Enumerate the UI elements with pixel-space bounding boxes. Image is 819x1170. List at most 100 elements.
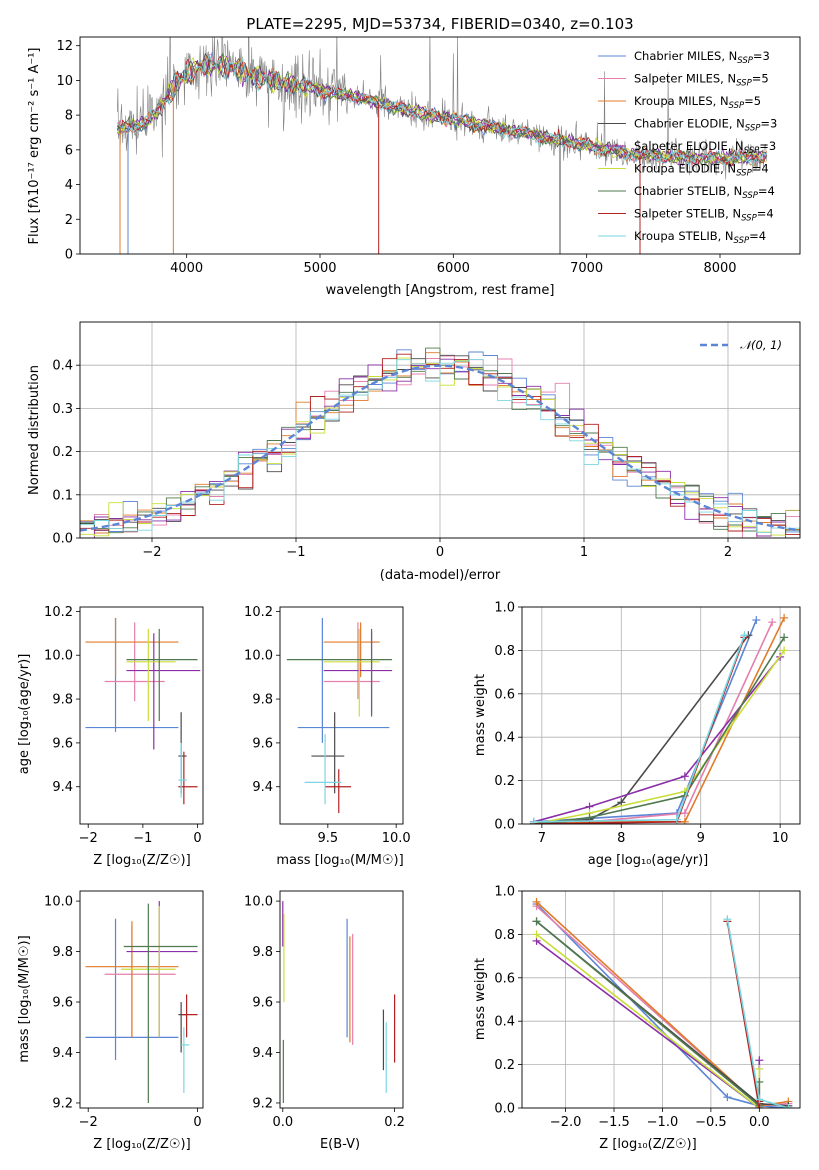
y-tick-label: 9.4 <box>52 1046 73 1061</box>
histogram-xlabel: (data-model)/error <box>380 568 501 583</box>
axes-frame <box>521 606 801 825</box>
legend-label: Kroupa STELIB, N <box>634 229 734 243</box>
legend-subscript: SSP <box>734 236 750 246</box>
x-tick-label: −2 <box>142 545 161 560</box>
legend-suffix: =3 <box>760 117 777 131</box>
mass-age-plot: 9.5 10.0 9.4 9.6 9.8 10.0 10.2 <box>244 605 411 846</box>
z-mass-xlabel: Z [log₁₀(Z/Z☉)] <box>93 1137 190 1152</box>
y-tick-label: 0.2 <box>52 445 73 460</box>
legend-suffix: =3 <box>753 49 770 63</box>
legend-subscript: SSP <box>741 214 757 224</box>
y-tick-label: 9.8 <box>52 693 73 708</box>
legend-suffix: =5 <box>744 94 761 108</box>
weight-line <box>533 634 750 824</box>
x-tick-label: 0.2 <box>384 1115 405 1130</box>
y-tick-label: 0.6 <box>494 687 515 702</box>
y-tick-label: 0.2 <box>494 1058 515 1073</box>
weight-line <box>726 919 789 1108</box>
y-tick-label: 0.2 <box>494 774 515 789</box>
y-tick-label: 10.2 <box>44 605 73 620</box>
residual-histogram-plot: −2 −1 0 1 2 0.0 0.1 0.2 0.3 0.4 𝒩(0, 1) <box>52 321 801 560</box>
z-age-ylabel: age [log₁₀(age/yr)] <box>17 654 32 775</box>
model-spectrum-line <box>116 53 768 166</box>
axes-frame <box>79 321 801 539</box>
x-tick-label: −1.0 <box>647 1115 679 1130</box>
legend-suffix: =4 <box>749 229 766 243</box>
z-mass-ylabel: mass [log₁₀(M/M☉)] <box>17 935 32 1062</box>
y-tick-label: 9.4 <box>252 780 273 795</box>
legend-label: Salpeter MILES, N <box>634 72 736 86</box>
y-tick-label: 0.1 <box>52 488 73 503</box>
legend-suffix: =3 <box>759 139 776 153</box>
x-tick-label: 9 <box>697 831 705 846</box>
x-tick-label: 0 <box>436 545 444 560</box>
axes-frame <box>279 606 404 825</box>
y-tick-label: 0.3 <box>52 402 73 417</box>
y-tick-label: 10.0 <box>244 895 273 910</box>
x-tick-label: 10 <box>772 831 789 846</box>
z-weight-xlabel: Z [log₁₀(Z/Z☉)] <box>599 1137 696 1152</box>
y-tick-label: 9.8 <box>52 945 73 960</box>
plot-area <box>85 901 198 1103</box>
y-tick-label: 9.2 <box>52 1096 73 1111</box>
z-mass-plot: −2 0 9.2 9.4 9.6 9.8 10.0 <box>44 890 204 1130</box>
y-tick-label: 0.0 <box>494 818 515 833</box>
x-tick-label: 6000 <box>437 261 470 276</box>
x-tick-label: −2 <box>79 831 98 846</box>
y-tick-label: 6 <box>65 143 73 158</box>
weight-line <box>533 656 781 823</box>
legend-subscript: SSP <box>742 191 758 201</box>
ebv-mass-plot: 0.0 0.2 9.2 9.4 9.6 9.8 10.0 <box>244 890 405 1130</box>
histogram-ylabel: Normed distribution <box>27 365 42 495</box>
legend-label: Salpeter STELIB, N <box>634 207 741 221</box>
z-age-xlabel: Z [log₁₀(Z/Z☉)] <box>93 853 190 868</box>
gaussian-curve <box>80 364 800 532</box>
model-spectrum-line <box>116 55 767 167</box>
legend-entry: Kroupa ELODIE, NSSP=4 <box>634 162 769 179</box>
y-tick-label: 9.6 <box>52 736 73 751</box>
y-tick-label: 0.0 <box>494 1102 515 1117</box>
legend-entry: Chabrier MILES, NSSP=3 <box>634 49 770 66</box>
weight-line <box>533 634 746 823</box>
legend-entry: Chabrier ELODIE, NSSP=3 <box>634 117 777 134</box>
x-tick-label: 4000 <box>170 261 203 276</box>
z-weight-plot: −2.0 −1.5 −1.0 −0.5 0.0 0.0 0.2 0.4 0.6 0.8 1.0 <box>494 885 801 1130</box>
legend-suffix: =4 <box>757 207 774 221</box>
y-tick-label: 9.8 <box>252 693 273 708</box>
y-tick-label: 2 <box>65 213 73 228</box>
x-tick-label: 10.0 <box>382 831 411 846</box>
plot-area <box>529 613 789 824</box>
y-tick-label: 10 <box>56 74 73 89</box>
x-tick-label: 8000 <box>703 261 736 276</box>
y-tick-label: 0 <box>65 248 73 263</box>
legend-subscript: SSP <box>745 124 761 134</box>
legend-entry: Salpeter MILES, NSSP=5 <box>634 72 769 89</box>
y-tick-label: 1.0 <box>494 601 515 616</box>
age-weight-ylabel: mass weight <box>473 674 488 756</box>
plot-area <box>85 617 201 805</box>
x-tick-label: 0 <box>193 1115 201 1130</box>
y-tick-label: 9.6 <box>252 736 273 751</box>
x-tick-label: 7000 <box>570 261 603 276</box>
weight-line <box>533 617 785 824</box>
y-tick-label: 8 <box>65 109 73 124</box>
y-tick-label: 10.0 <box>44 649 73 664</box>
legend-subscript: SSP <box>744 146 760 156</box>
age-weight-xlabel: age [log₁₀(age/yr)] <box>588 853 709 868</box>
legend-label: Chabrier ELODIE, N <box>634 117 745 131</box>
mass-age-xlabel: mass [log₁₀(M/M☉)] <box>276 853 403 868</box>
spectrum-xlabel: wavelength [Angstrom, rest frame] <box>326 283 555 298</box>
y-tick-label: 9.8 <box>252 945 273 960</box>
weight-line <box>535 920 761 1107</box>
x-tick-label: −2 <box>79 1115 98 1130</box>
axes-frame <box>79 890 204 1109</box>
axes-frame <box>79 36 801 255</box>
y-tick-label: 0.4 <box>494 1015 515 1030</box>
legend-entry: Kroupa MILES, NSSP=5 <box>634 94 761 111</box>
model-spectrum-line <box>117 54 768 168</box>
x-tick-label: 8 <box>617 831 625 846</box>
axes-frame <box>279 890 404 1109</box>
axes-frame <box>79 606 204 825</box>
legend-entry: Kroupa STELIB, NSSP=4 <box>634 229 766 246</box>
